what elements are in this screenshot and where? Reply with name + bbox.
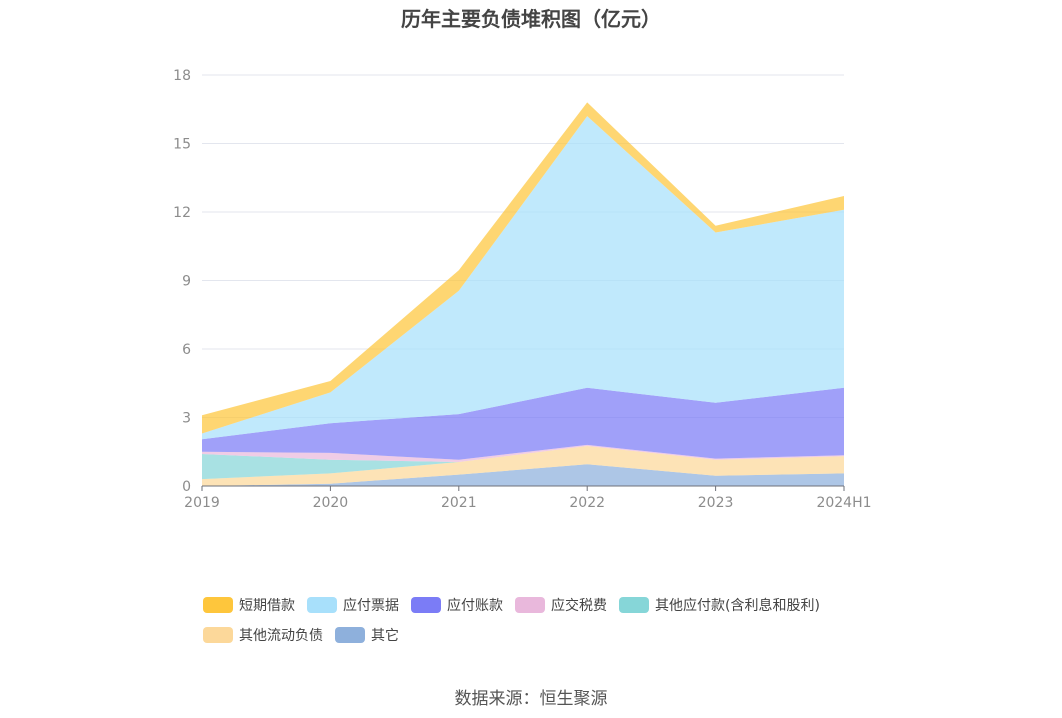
y-tick-label: 18 [173, 68, 191, 84]
legend-swatch [335, 627, 365, 643]
y-tick-label: 6 [182, 342, 191, 358]
legend-item[interactable]: 应交税费 [515, 590, 607, 620]
x-tick-label: 2021 [441, 495, 477, 511]
legend-item[interactable]: 其他应付款(含利息和股利) [619, 590, 820, 620]
legend-swatch [619, 597, 649, 613]
legend-item[interactable]: 其它 [335, 620, 399, 650]
y-tick-label: 12 [173, 205, 191, 221]
area-series-3 [202, 444, 844, 462]
x-tick-label: 2024H1 [816, 495, 871, 511]
legend-swatch [515, 597, 545, 613]
y-tick-label: 3 [182, 411, 191, 427]
legend-label: 应交税费 [551, 598, 607, 614]
legend-label: 应付账款 [447, 598, 503, 614]
legend-label: 应付票据 [343, 598, 399, 614]
legend-swatch [411, 597, 441, 613]
y-tick-label: 15 [173, 137, 191, 153]
area-series-5 [202, 116, 844, 440]
legend-label: 短期借款 [239, 598, 295, 614]
legend-item[interactable]: 应付账款 [411, 590, 503, 620]
chart-title: 历年主要负债堆积图（亿元） [401, 7, 661, 31]
y-tick-label: 9 [182, 274, 191, 290]
x-tick-label: 2020 [313, 495, 349, 511]
legend-label: 其他流动负债 [239, 628, 323, 644]
x-tick-label: 2022 [569, 495, 605, 511]
y-tick-label: 0 [182, 479, 191, 495]
legend-swatch [203, 627, 233, 643]
x-tick-label: 2023 [698, 495, 734, 511]
area-series-0 [202, 464, 844, 486]
legend-label: 其他应付款(含利息和股利) [655, 598, 820, 614]
legend-swatch [203, 597, 233, 613]
area-series-2 [202, 446, 844, 480]
legend: 短期借款 应付票据 应付账款 应交税费 其他应付款(含利息和股利) 其他流动负债 其它 [203, 590, 903, 650]
legend-item[interactable]: 短期借款 [203, 590, 295, 620]
legend-item[interactable]: 应付票据 [307, 590, 399, 620]
area-series-6 [202, 102, 844, 434]
x-tick-label: 2019 [184, 495, 220, 511]
legend-swatch [307, 597, 337, 613]
legend-item[interactable]: 其他流动负债 [203, 620, 323, 650]
legend-label: 其它 [371, 628, 399, 644]
area-series-1 [202, 446, 844, 486]
data-source-note: 数据来源：恒生聚源 [454, 689, 608, 709]
area-series-4 [202, 387, 844, 460]
